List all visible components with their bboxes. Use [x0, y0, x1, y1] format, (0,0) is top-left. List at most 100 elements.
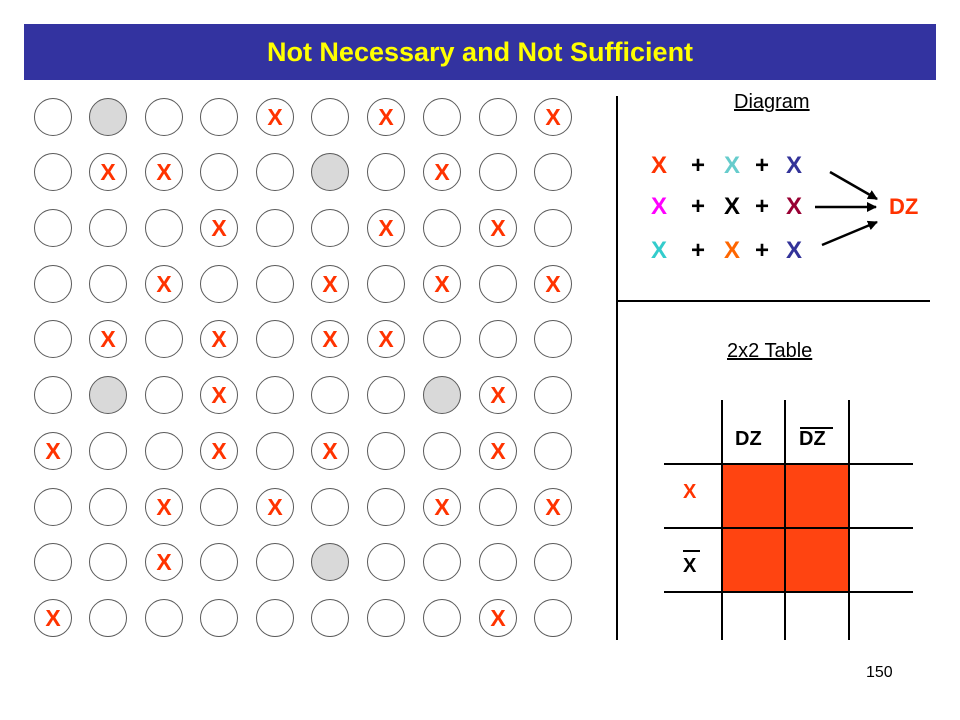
- x-mark: X: [45, 438, 61, 464]
- horizontal-divider: [616, 300, 930, 302]
- x-mark: X: [156, 159, 172, 185]
- grid-circle: [200, 488, 238, 526]
- grid-circle: [311, 320, 349, 358]
- grid-circle: [34, 265, 72, 303]
- grid-circle: [145, 432, 183, 470]
- grid-circle: [200, 320, 238, 358]
- x-mark: X: [156, 549, 172, 575]
- grid-circle: [479, 543, 517, 581]
- grid-circle: [89, 98, 127, 136]
- grid-circle: [311, 599, 349, 637]
- x-mark: X: [545, 494, 561, 520]
- slide-title: Not Necessary and Not Sufficient: [24, 24, 936, 80]
- grid-circle: [34, 543, 72, 581]
- grid-circle: [367, 488, 405, 526]
- grid-circle: [423, 432, 461, 470]
- grid-circle: [423, 265, 461, 303]
- grid-circle: [200, 98, 238, 136]
- diagram-term: X: [786, 193, 803, 220]
- grid-circle: [89, 488, 127, 526]
- grid-circle: [423, 543, 461, 581]
- grid-circle: [534, 599, 572, 637]
- grid-circle: [89, 376, 127, 414]
- x-mark: X: [267, 104, 283, 130]
- grid-circle: [89, 543, 127, 581]
- x-mark: X: [156, 271, 172, 297]
- grid-circle: [311, 153, 349, 191]
- grid-circle: [145, 543, 183, 581]
- grid-circle: [145, 209, 183, 247]
- x-mark: X: [267, 494, 283, 520]
- grid-circle: [145, 98, 183, 136]
- grid-circle: [200, 543, 238, 581]
- col-header-not-dz: DZ: [799, 428, 826, 450]
- x-mark: X: [545, 104, 561, 130]
- row-header-not-x: X: [683, 555, 697, 577]
- x-mark: X: [100, 326, 116, 352]
- x-mark: X: [378, 215, 394, 241]
- grid-circle: [479, 599, 517, 637]
- diagram-term: X: [651, 152, 668, 179]
- grid-circle: [423, 376, 461, 414]
- plus-sign: +: [691, 237, 706, 264]
- grid-circle: [479, 432, 517, 470]
- grid-circle: [311, 488, 349, 526]
- x-mark: X: [434, 494, 450, 520]
- page-number: 150: [866, 664, 893, 681]
- diagram-term: X: [724, 237, 741, 264]
- table-title: 2x2 Table: [727, 340, 813, 362]
- grid-circle: [367, 543, 405, 581]
- diagram-term: X: [786, 152, 803, 179]
- plus-sign: +: [755, 237, 770, 264]
- col-header-dz: DZ: [735, 428, 762, 450]
- grid-circle: [256, 98, 294, 136]
- grid-circle: [534, 153, 572, 191]
- grid-circle: [256, 153, 294, 191]
- grid-circle: [200, 265, 238, 303]
- x-mark: X: [490, 605, 506, 631]
- grid-circle: [256, 320, 294, 358]
- x-mark: X: [100, 159, 116, 185]
- grid-circle: [34, 98, 72, 136]
- table-line: [664, 591, 913, 593]
- grid-circle: [89, 209, 127, 247]
- grid-circle: [367, 98, 405, 136]
- grid-circle: [534, 488, 572, 526]
- grid-circle: [423, 98, 461, 136]
- diagram-title: Diagram: [734, 91, 810, 113]
- table-line: [664, 463, 913, 465]
- grid-circle: [200, 153, 238, 191]
- grid-circle: [479, 265, 517, 303]
- grid-circle: [423, 153, 461, 191]
- diagram-term: X: [651, 237, 668, 264]
- grid-circle: [145, 376, 183, 414]
- grid-circle: [534, 543, 572, 581]
- grid-circle: [256, 488, 294, 526]
- grid-circle: [534, 320, 572, 358]
- grid-circle: [89, 432, 127, 470]
- grid-circle: [311, 98, 349, 136]
- grid-circle: [311, 209, 349, 247]
- grid-circle: [256, 543, 294, 581]
- grid-circle: [479, 98, 517, 136]
- grid-circle: [423, 320, 461, 358]
- grid-circle: [367, 432, 405, 470]
- grid-circle: [534, 376, 572, 414]
- diagram-term: X: [724, 193, 741, 220]
- grid-circle: [145, 265, 183, 303]
- grid-circle: [256, 432, 294, 470]
- x-mark: X: [45, 605, 61, 631]
- table-cell-r2c1: [722, 528, 784, 591]
- grid-circle: [367, 376, 405, 414]
- table-cell-r1c2: [785, 464, 848, 527]
- x-mark: X: [322, 438, 338, 464]
- grid-circle: [256, 265, 294, 303]
- not-x-overline: [683, 550, 700, 552]
- grid-circle: [534, 432, 572, 470]
- grid-circle: [256, 209, 294, 247]
- plus-sign: +: [755, 193, 770, 220]
- x-mark: X: [322, 271, 338, 297]
- grid-circle: [145, 599, 183, 637]
- arrow-row-1: [829, 170, 878, 201]
- grid-circle: [34, 432, 72, 470]
